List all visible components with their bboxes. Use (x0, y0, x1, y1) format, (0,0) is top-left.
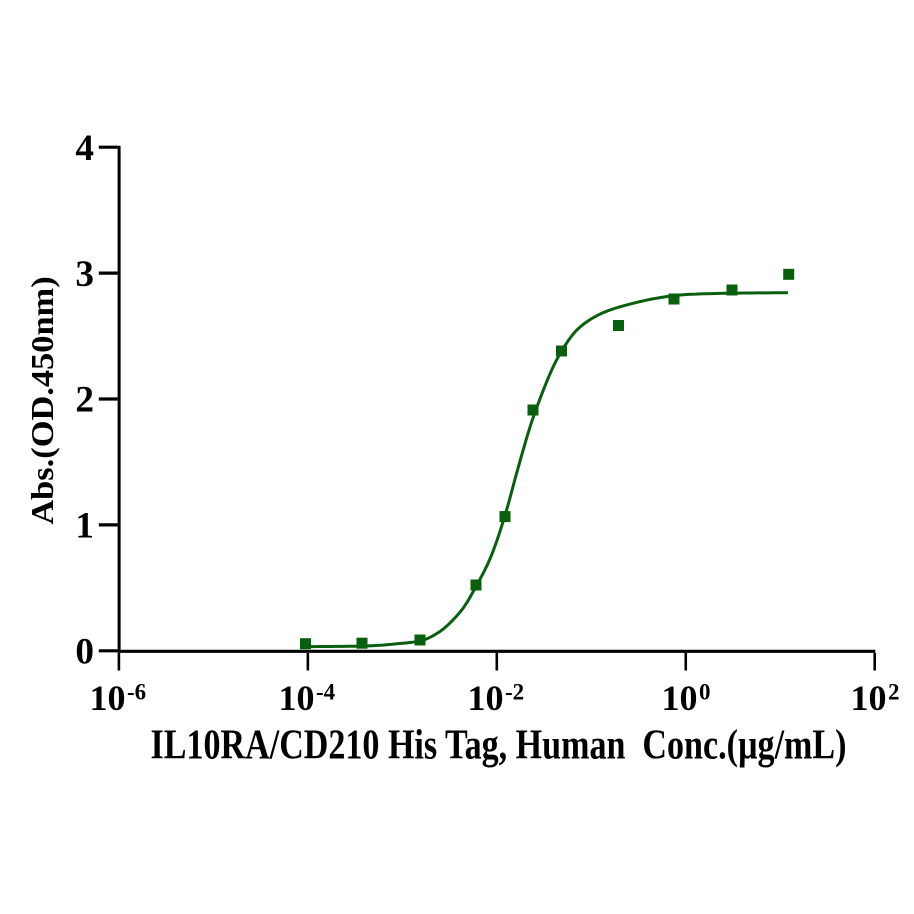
svg-text:10: 10 (662, 678, 698, 718)
svg-text:2: 2 (75, 380, 94, 421)
svg-text:-6: -6 (127, 680, 146, 705)
svg-text:0: 0 (699, 680, 711, 705)
svg-text:3: 3 (75, 254, 94, 295)
svg-text:IL10RA/CD210 His Tag, Human C: IL10RA/CD210 His Tag, Human Conc.(µg/mL) (151, 722, 847, 768)
svg-text:10: 10 (468, 678, 504, 718)
svg-text:4: 4 (75, 128, 94, 169)
svg-text:10: 10 (279, 678, 315, 718)
svg-text:Abs.(OD.450nm): Abs.(OD.450nm) (26, 276, 60, 524)
svg-text:10: 10 (851, 678, 887, 718)
svg-text:2: 2 (888, 680, 900, 705)
svg-text:-2: -2 (505, 680, 524, 705)
svg-text:1: 1 (75, 506, 94, 547)
svg-text:0: 0 (75, 632, 94, 673)
svg-text:-4: -4 (316, 680, 336, 705)
svg-text:10: 10 (90, 678, 126, 718)
